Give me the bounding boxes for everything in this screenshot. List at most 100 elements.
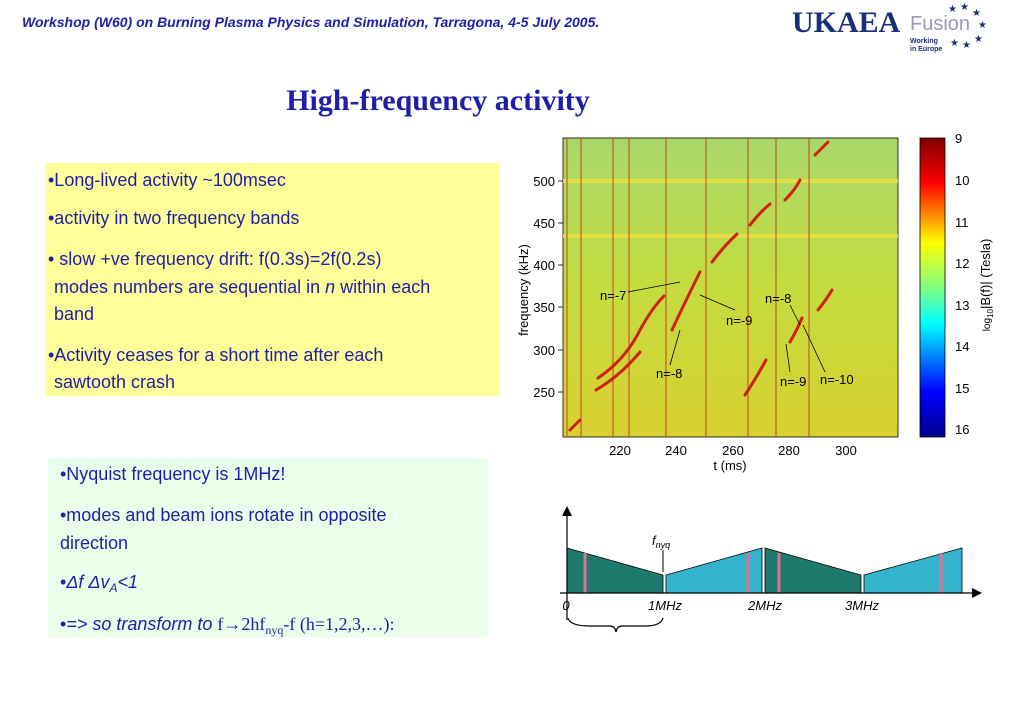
y-tick-label: 300	[533, 343, 555, 358]
shape	[743, 358, 768, 397]
shape	[785, 343, 791, 373]
y-axis-label: frequency (kHz)	[516, 244, 531, 336]
fnyq-label: fnyq	[652, 533, 670, 550]
freq-label: 1MHz	[648, 598, 682, 613]
x-tick-label: 300	[835, 443, 857, 458]
text: f→2hf	[217, 614, 265, 634]
shape	[788, 316, 804, 344]
bullet: •Nyquist frequency is 1MHz!	[60, 464, 285, 484]
shape	[863, 547, 963, 594]
shape	[789, 304, 801, 326]
y-tick-label: 400	[533, 258, 555, 273]
aliasing-diagram	[560, 506, 982, 633]
shape	[972, 588, 982, 598]
text: -f (h=1,2,3,…):	[283, 614, 394, 635]
text: band	[54, 304, 94, 324]
text: within each	[335, 277, 430, 297]
bullet-cont: direction	[60, 533, 128, 553]
workshop-header: Workshop (W60) on Burning Plasma Physics…	[22, 14, 599, 30]
text: •Nyquist frequency is 1MHz!	[60, 464, 285, 484]
text: n	[325, 277, 335, 297]
freq-label: 3MHz	[845, 598, 879, 613]
text: nyq	[265, 623, 283, 637]
bullet: •Activity ceases for a short time after …	[48, 345, 383, 365]
text: •	[60, 614, 66, 634]
text: nyq	[656, 540, 671, 550]
text: •	[60, 572, 66, 592]
text: <1	[117, 572, 138, 592]
x-axis-label: t (ms)	[713, 458, 746, 473]
shape	[568, 140, 834, 432]
shape	[567, 617, 664, 633]
annotation: n=-8	[656, 366, 682, 381]
bullet-cont: band	[54, 304, 94, 324]
text: •Activity ceases for a short time after …	[48, 345, 383, 365]
shape: ★	[974, 34, 983, 45]
bullet: •modes and beam ions rotate in opposite	[60, 505, 387, 525]
x-tick-label: 280	[778, 443, 800, 458]
text: Δf	[65, 572, 88, 592]
text: modes numbers are sequential in	[54, 277, 325, 297]
shape	[813, 140, 830, 157]
shape	[562, 506, 572, 516]
shape	[802, 324, 826, 373]
shape: ★	[962, 40, 971, 51]
shape	[558, 180, 563, 393]
annotation: n=-9	[780, 374, 806, 389]
shape	[583, 553, 943, 593]
shape	[783, 178, 802, 202]
text: |B(f)| (Tesla)	[978, 239, 993, 309]
y-tick-label: 500	[533, 174, 555, 189]
logo-working: Working	[910, 38, 938, 45]
shape	[566, 547, 664, 594]
bullet: •Long-lived activity ~100msec	[48, 170, 286, 190]
shape	[596, 294, 666, 380]
text: •Long-lived activity ~100msec	[48, 170, 286, 190]
freq-label: 2MHz	[747, 598, 782, 613]
shape	[710, 232, 739, 264]
shape: ★	[948, 4, 957, 15]
text: sawtooth crash	[54, 372, 175, 392]
text-box	[48, 458, 488, 637]
bullet: •activity in two frequency bands	[48, 208, 299, 228]
slide-title: High-frequency activity	[286, 84, 590, 117]
spectrogram	[558, 137, 899, 438]
x-tick-label: 220	[609, 443, 631, 458]
shape	[563, 179, 898, 238]
shape	[562, 137, 899, 438]
colorbar-tick: 14	[955, 339, 969, 354]
text: •activity in two frequency bands	[48, 208, 299, 228]
shape	[627, 281, 681, 293]
shape	[568, 418, 582, 432]
text: • slow +ve frequency drift: f(0.3s)=2f(0…	[48, 249, 381, 269]
colorbar-tick: 16	[955, 422, 969, 437]
shape: ★	[950, 38, 959, 49]
logo-stars: ★ ★★★ ★★★	[948, 2, 987, 51]
colorbar	[919, 137, 946, 438]
colorbar-tick: 12	[955, 256, 969, 271]
bullet: •Δf ΔvA<1	[60, 572, 138, 595]
shape	[699, 294, 736, 311]
x-tick-label: 240	[665, 443, 687, 458]
y-tick-label: 250	[533, 385, 555, 400]
text: Δv	[87, 572, 110, 592]
colorbar-tick: 10	[955, 173, 969, 188]
colorbar-label: log10|B(f)| (Tesla)	[978, 239, 995, 332]
annotation: n=-8	[765, 291, 791, 306]
shape: ★	[972, 8, 981, 19]
annotation: n=-10	[820, 372, 854, 387]
bullet-cont: sawtooth crash	[54, 372, 175, 392]
colorbar-tick: 11	[955, 215, 969, 230]
text: A	[108, 581, 117, 595]
bullet-cont: modes numbers are sequential in n within…	[54, 277, 430, 297]
text: direction	[60, 533, 128, 553]
x-tick-label: 260	[722, 443, 744, 458]
logo-fusion: Fusion	[910, 13, 970, 35]
logo-europe: in Europe	[910, 46, 942, 53]
text-box	[45, 163, 500, 396]
shape	[670, 270, 702, 332]
logo: UKAEA	[792, 6, 901, 39]
text: •modes and beam ions rotate in opposite	[60, 505, 387, 525]
text: => so transform to	[66, 614, 217, 634]
